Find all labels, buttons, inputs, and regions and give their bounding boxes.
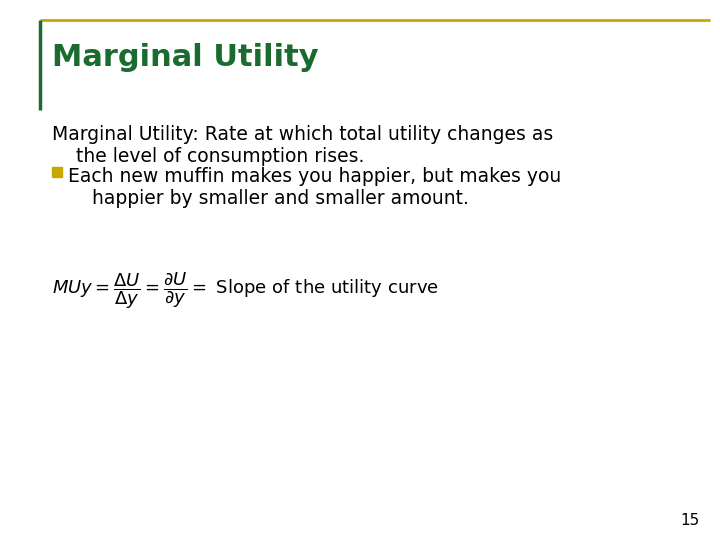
Text: Each new muffin makes you happier, but makes you: Each new muffin makes you happier, but m… <box>68 167 562 186</box>
Text: happier by smaller and smaller amount.: happier by smaller and smaller amount. <box>68 189 469 208</box>
Text: the level of consumption rises.: the level of consumption rises. <box>52 147 364 166</box>
Text: $\mathit{MUy} = \dfrac{\Delta U}{\Delta y} = \dfrac{\partial U}{\partial y} = \ : $\mathit{MUy} = \dfrac{\Delta U}{\Delta … <box>52 270 439 310</box>
Bar <box>52 167 62 177</box>
Text: Marginal Utility: Marginal Utility <box>52 43 319 72</box>
Text: 15: 15 <box>680 513 700 528</box>
Text: Marginal Utility: Rate at which total utility changes as: Marginal Utility: Rate at which total ut… <box>52 125 553 144</box>
